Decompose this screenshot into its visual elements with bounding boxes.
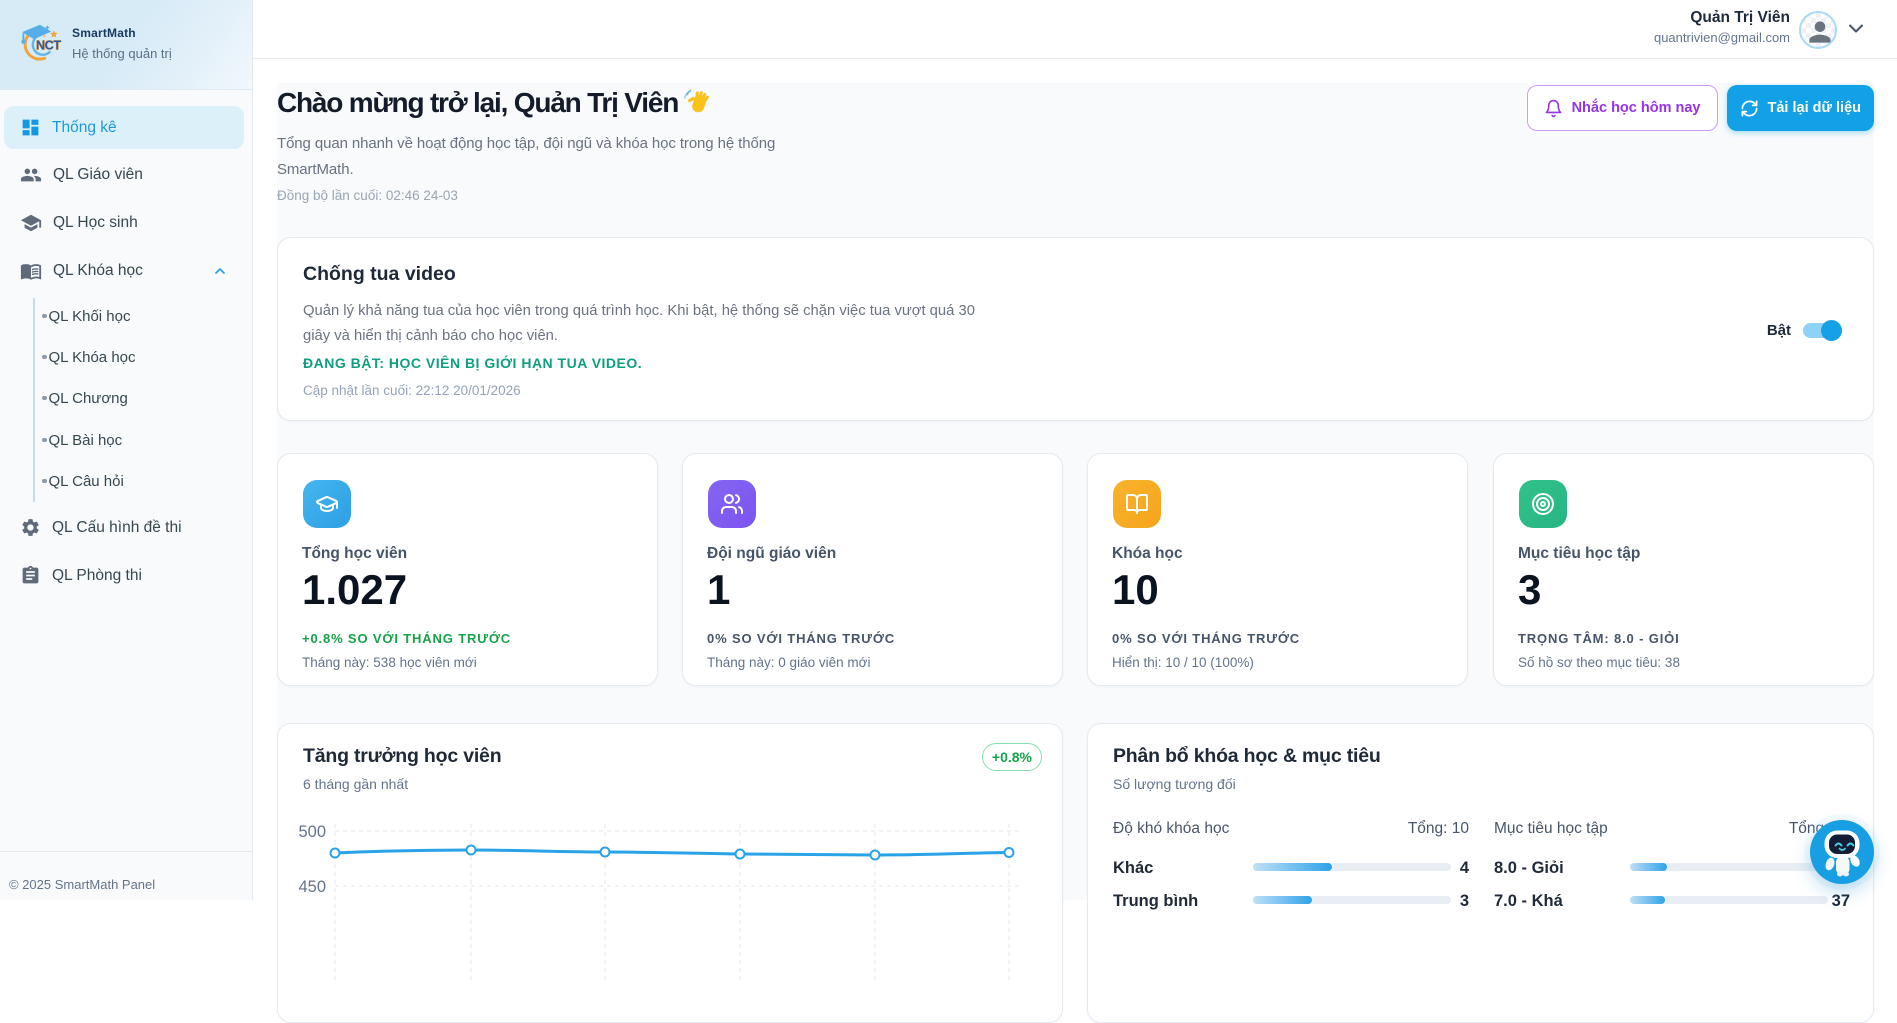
svg-text:NCT: NCT	[36, 39, 61, 53]
svg-text:450: 450	[298, 878, 326, 896]
svg-text:500: 500	[298, 823, 326, 841]
